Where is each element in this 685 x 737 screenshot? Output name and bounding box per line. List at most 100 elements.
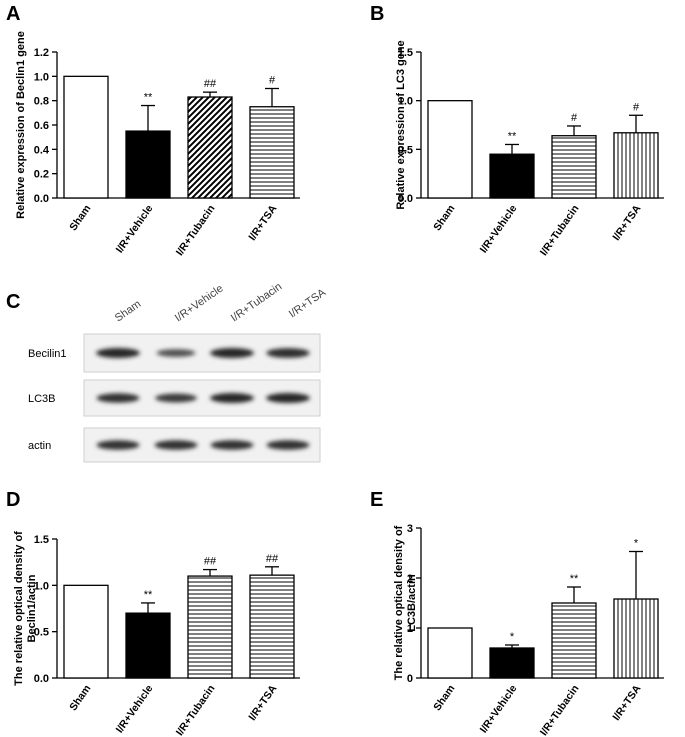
bar (125, 612, 171, 679)
blot-lane-headers: Sham I/R+Vehicle I/R+Tubacin I/R+TSA (113, 281, 329, 325)
blot-row-label: LC3B (28, 393, 56, 405)
chart-beclin1-density: 0.0 0.5 1.0 1.5 The relative optical density… (13, 531, 300, 737)
significance-label: * (510, 631, 515, 643)
blot-rows: Becilin1 LC3B actin (28, 333, 321, 463)
significance-label: ## (266, 553, 279, 565)
y-tick-label: 1.5 (34, 534, 49, 546)
panel-letter-a: A (6, 3, 20, 25)
bar (551, 602, 597, 679)
blot-band (210, 348, 254, 358)
bar (249, 574, 295, 679)
blot-band (210, 440, 254, 450)
bar (187, 575, 233, 679)
blot-band (96, 440, 140, 450)
blot-row-label: Becilin1 (28, 348, 67, 360)
y-tick-label: 0.2 (34, 169, 49, 181)
y-tick-label: 0.0 (34, 673, 49, 685)
panel-letter-d: D (6, 489, 20, 511)
significance-label: ** (144, 589, 153, 601)
blot-lane-label: I/R+TSA (287, 286, 329, 320)
chart-beclin1-gene: 0.0 0.2 0.4 0.6 0.8 1.0 1.2 Relative expression… (15, 31, 300, 258)
y-tick-label: 0.4 (34, 144, 50, 156)
y-axis-label: Relative expression of Beclin1 gene (15, 31, 27, 219)
blot-band (210, 393, 254, 403)
x-category-label: I/R+Tubacin (538, 683, 582, 737)
y-tick-label: 1.5 (398, 47, 413, 59)
bar (125, 130, 171, 199)
x-category-label: I/R+Vehicle (114, 203, 156, 256)
bar (427, 627, 473, 679)
significance-label: * (634, 538, 639, 550)
significance-label: ## (204, 556, 217, 568)
blot-band (156, 349, 196, 357)
x-category-label: I/R+Tubacin (174, 683, 218, 737)
y-tick-label: 0.0 (34, 193, 49, 205)
significance-label: ** (144, 92, 153, 104)
y-tick-label: 1.0 (34, 580, 49, 592)
y-tick-label: 1.0 (398, 96, 413, 108)
y-axis-label: The relative optical density of (13, 531, 25, 686)
significance-label: # (633, 101, 640, 113)
x-category-label: I/R+TSA (610, 203, 643, 243)
y-tick-label: 0.5 (398, 144, 413, 156)
y-tick-label: 0.6 (34, 120, 49, 132)
y-tick-label: 1.2 (34, 47, 49, 59)
bar (427, 100, 473, 199)
bar (63, 75, 109, 199)
blot-band (154, 440, 198, 450)
blot-band (266, 348, 310, 358)
y-tick-label: 0.8 (34, 96, 49, 108)
bar (489, 153, 535, 199)
significance-label: # (571, 112, 578, 124)
blot-band (266, 393, 310, 403)
y-tick-label: 0.0 (398, 193, 413, 205)
blot-band (155, 393, 197, 403)
y-tick-label: 1 (407, 623, 413, 635)
bar (187, 96, 233, 199)
x-category-label: I/R+TSA (246, 683, 279, 723)
y-tick-label: 1.0 (34, 71, 49, 83)
bar (63, 584, 109, 679)
y-tick-label: 0.5 (34, 627, 49, 639)
panel-letter-c: C (6, 291, 20, 313)
x-category-label: Sham (431, 203, 457, 233)
significance-label: ** (508, 130, 517, 142)
western-blot: Sham I/R+Vehicle I/R+Tubacin I/R+TSA Becili… (28, 281, 329, 463)
x-category-label: I/R+Tubacin (538, 203, 582, 258)
y-axis-label: The relative optical density of (393, 525, 405, 680)
x-category-label: Sham (431, 683, 457, 713)
y-axis-label: Relative expression of LC3 gene (395, 40, 407, 209)
y-axis-label: LC3B/actin (406, 574, 418, 632)
y-axis-label: Beclin1/actin (26, 574, 38, 642)
panel-letter-b: B (370, 3, 384, 25)
x-category-label: Sham (67, 203, 93, 233)
x-category-label: I/R+Vehicle (478, 683, 520, 736)
blot-band (266, 440, 310, 450)
bar (489, 647, 535, 679)
significance-label: ## (204, 78, 217, 90)
y-tick-label: 0 (407, 673, 413, 685)
blot-lane-label: Sham (113, 298, 143, 324)
significance-label: # (269, 75, 276, 87)
blot-lane-label: I/R+Vehicle (173, 283, 226, 325)
x-category-label: I/R+Vehicle (114, 683, 156, 736)
x-category-label: I/R+TSA (246, 203, 279, 243)
bar (551, 135, 597, 199)
x-category-label: I/R+Vehicle (478, 203, 520, 256)
x-category-label: I/R+Tubacin (174, 203, 218, 258)
blot-band (96, 393, 140, 403)
y-tick-label: 2 (407, 573, 413, 585)
panel-letter-e: E (370, 489, 383, 511)
bar (613, 598, 659, 679)
blot-lane-label: I/R+Tubacin (229, 281, 284, 325)
blot-band (96, 348, 140, 358)
y-tick-label: 3 (407, 523, 413, 535)
x-category-label: I/R+TSA (610, 683, 643, 723)
significance-label: ** (570, 573, 579, 585)
bar (249, 106, 295, 199)
x-category-label: Sham (67, 683, 93, 713)
blot-row-label: actin (28, 440, 51, 452)
